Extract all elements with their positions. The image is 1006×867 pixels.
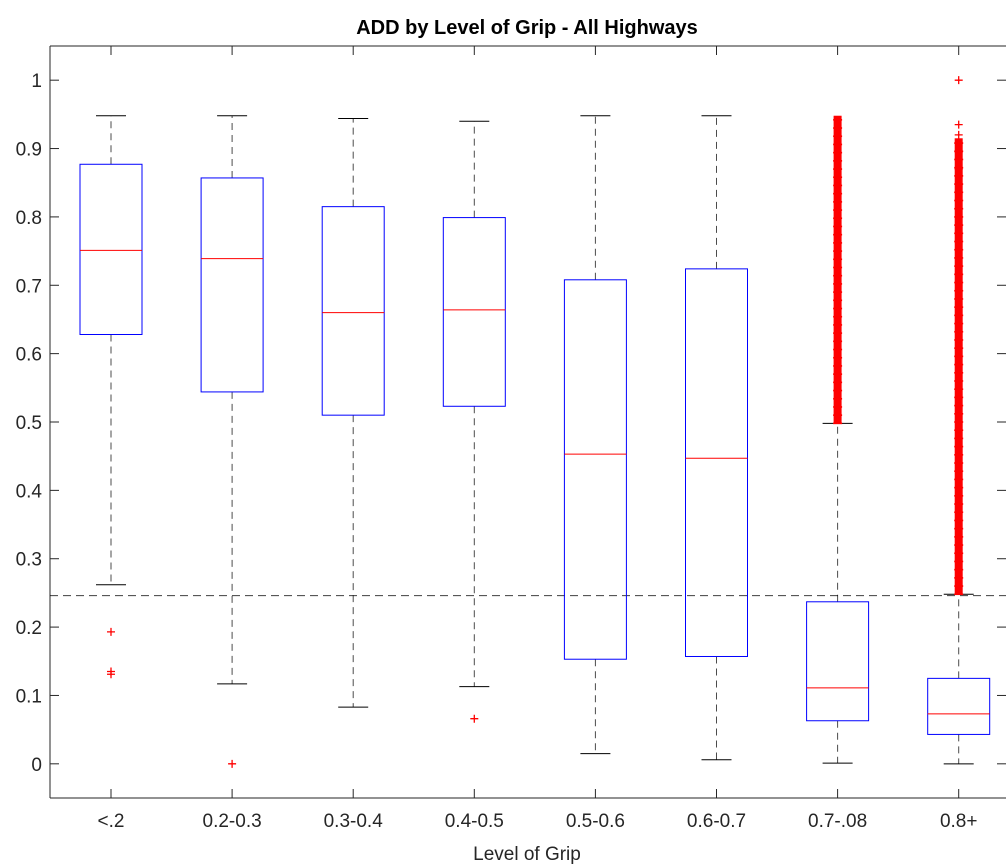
x-tick-label: 0.6-0.7 [687, 811, 746, 832]
outlier-point [954, 76, 963, 85]
y-tick-label: 0.1 [16, 686, 42, 707]
box-0.3-0.4 [321, 117, 385, 708]
outlier-point [954, 120, 963, 129]
x-tick-label: 0.4-0.5 [445, 811, 504, 832]
y-tick-label: 0.3 [16, 550, 42, 571]
outlier-point [107, 670, 115, 679]
y-tick-label: 0.5 [16, 413, 42, 434]
box-0.8+ [927, 76, 991, 765]
outlier-point [954, 130, 963, 139]
y-tick-label: 0.6 [16, 345, 42, 366]
x-axis-label: Level of Grip [473, 844, 581, 865]
x-tick-label: 0.8+ [940, 811, 978, 832]
box-iqr [927, 677, 991, 735]
outlier-point [954, 165, 963, 174]
box-0.2-0.3 [200, 115, 264, 768]
outlier-point [470, 714, 479, 723]
box-iqr [321, 206, 385, 416]
outlier-point [107, 627, 115, 636]
outlier-point [228, 759, 237, 768]
chart-title: ADD by Level of Grip - All Highways [356, 17, 698, 39]
x-tick-label: 0.5-0.6 [566, 811, 625, 832]
outlier-band [954, 138, 963, 595]
box-iqr [806, 601, 870, 722]
box-iqr [200, 177, 264, 393]
box-0.6-0.7 [685, 115, 748, 761]
x-tick-label: 0.2-0.3 [203, 811, 262, 832]
box-<.2 [79, 115, 143, 679]
x-tick-label: 0.7-.08 [808, 811, 867, 832]
y-tick-label: 0.4 [16, 481, 43, 502]
y-tick-label: 0.2 [16, 618, 42, 639]
y-tick-label: 1 [31, 71, 42, 92]
outlier-band [833, 115, 842, 424]
box-0.7-.08 [806, 115, 870, 764]
outlier-point [954, 147, 963, 156]
y-tick-label: 0.7 [16, 276, 42, 297]
box-iqr [685, 268, 748, 657]
box-0.5-0.6 [563, 115, 627, 755]
y-tick-label: 0 [31, 755, 42, 776]
y-tick-label: 0.9 [16, 140, 42, 161]
x-tick-label: <.2 [98, 811, 125, 832]
box-iqr [79, 163, 143, 335]
box-iqr [563, 279, 627, 660]
plot-area: 0 0.1 0.2 0.3 0.4 0.5 0.6 0.7 0.8 0.9 1 <.2 0.2-0.3 0… [16, 45, 1006, 832]
box-0.4-0.5 [442, 120, 506, 723]
box-iqr [442, 217, 506, 407]
y-tick-label: 0.8 [16, 208, 42, 229]
x-tick-label: 0.3-0.4 [324, 811, 384, 832]
